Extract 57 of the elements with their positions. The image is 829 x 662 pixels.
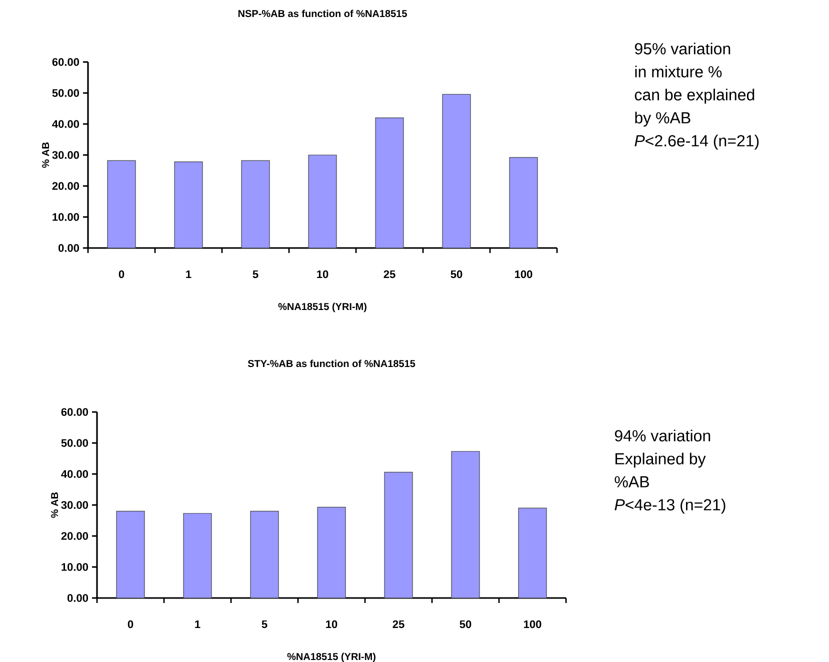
y-tick-label: 10.00 (52, 213, 80, 221)
x-tick-label: 1 (195, 620, 200, 628)
text: 94% variation (614, 430, 710, 442)
x-axis-title: %NA18515 (YRI-M) (278, 302, 366, 312)
x-axis-title: %NA18515 (YRI-M) (287, 652, 376, 662)
text: can be explained (634, 88, 754, 104)
y-tick-label: 60.00 (52, 58, 80, 66)
y-tick-label: 20.00 (61, 532, 88, 540)
y-tick-label: 10.00 (62, 563, 88, 571)
bar (116, 510, 145, 598)
bar (442, 94, 471, 248)
bar (518, 508, 547, 598)
x-tick-label: 100 (515, 270, 532, 278)
bar (384, 472, 413, 598)
x-tick-label: 25 (392, 620, 404, 628)
chart-title: NSP-%AB as function of %NA18515 (238, 10, 407, 18)
x-tick-label: 1 (186, 270, 192, 278)
y-tick-label: 0.00 (68, 594, 88, 602)
text: P<4e-13 (n=21) (614, 498, 726, 514)
bar (509, 157, 538, 248)
text: P<2.6e-14 (n=21) (634, 134, 759, 150)
y-tick-label: 0.00 (58, 244, 80, 252)
y-axis-title: % AB (42, 142, 50, 168)
x-tick-label: 100 (524, 620, 542, 628)
x-tick-label: 0 (118, 270, 124, 278)
bar (250, 510, 279, 598)
bar (174, 162, 203, 248)
y-tick-label: 50.00 (61, 439, 88, 447)
bar (107, 160, 136, 248)
text: in mixture % (635, 66, 722, 78)
text: Explained by (616, 452, 706, 468)
y-tick-label: 60.00 (61, 408, 88, 416)
x-tick-label: 50 (460, 620, 472, 628)
y-tick-label: 40.00 (61, 470, 88, 478)
y-tick-label: 50.00 (52, 89, 80, 97)
bar (451, 451, 480, 598)
y-axis-title: % AB (51, 492, 58, 518)
x-tick-label: 5 (262, 620, 268, 628)
y-tick-label: 20.00 (52, 182, 80, 190)
x-tick-label: 10 (317, 270, 328, 278)
x-tick-label: 5 (252, 270, 258, 278)
text: by %AB (635, 112, 690, 127)
y-tick-label: 40.00 (52, 120, 80, 128)
x-tick-label: 0 (128, 620, 134, 628)
text: %AB (614, 476, 649, 488)
bar (317, 506, 346, 598)
y-tick-label: 30.00 (52, 151, 80, 159)
x-tick-label: 25 (384, 270, 396, 278)
bar (183, 513, 212, 598)
bar (375, 118, 404, 248)
text: 95% variation (634, 42, 730, 54)
x-tick-label: 10 (326, 620, 338, 628)
y-tick-label: 30.00 (61, 501, 88, 509)
bar (308, 154, 337, 248)
chart-title: STY-%AB as function of %NA18515 (248, 360, 416, 368)
x-tick-label: 50 (450, 270, 462, 278)
bar (241, 160, 270, 248)
